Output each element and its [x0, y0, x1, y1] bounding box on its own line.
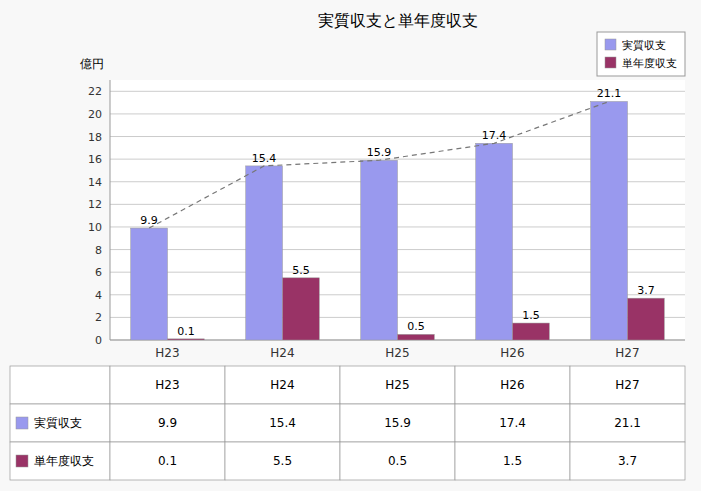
- chart: 0 2 4 6 8 10 12 14 16 18 20 22 H23 H24 H25 H26 H27 9.9 15.…: [0, 0, 701, 491]
- table-cell: [10, 442, 110, 480]
- table-cell: [455, 404, 570, 442]
- x-tick-label: H24: [270, 346, 294, 360]
- y-tick-label: 18: [88, 131, 102, 144]
- table-cell: [225, 366, 340, 404]
- table-value: 1.5: [503, 454, 522, 468]
- table-header: H25: [385, 378, 409, 392]
- table-cell: [110, 366, 225, 404]
- table-header: H23: [155, 378, 179, 392]
- data-label: 17.4: [482, 129, 507, 142]
- bar: [131, 228, 168, 340]
- y-axis-line: [110, 80, 111, 340]
- x-tick-label: H27: [615, 346, 639, 360]
- y-tick-label: 0: [95, 334, 102, 347]
- table-value: 21.1: [614, 416, 641, 430]
- table-cell: [225, 442, 340, 480]
- background: [0, 0, 701, 491]
- legend-swatch: [605, 39, 616, 50]
- table-value: 15.4: [269, 416, 296, 430]
- y-tick-label: 16: [88, 153, 102, 166]
- legend-entry: 実質収支: [622, 39, 666, 52]
- data-label: 0.1: [177, 325, 195, 338]
- legend: 実質収支単年度収支: [597, 32, 685, 76]
- table-cell: [340, 366, 455, 404]
- table-swatch: [16, 417, 28, 429]
- y-tick-label: 14: [88, 176, 102, 189]
- table-header: H26: [500, 378, 524, 392]
- table-value: 0.1: [158, 454, 177, 468]
- table-value: 9.9: [158, 416, 177, 430]
- table-header: H24: [270, 378, 294, 392]
- table-value: 0.5: [388, 454, 407, 468]
- bar: [591, 101, 628, 340]
- table-cell: [225, 404, 340, 442]
- table-value: 5.5: [273, 454, 292, 468]
- data-label: 3.7: [637, 284, 655, 297]
- x-tick-label: H23: [155, 346, 179, 360]
- table-cell: [455, 442, 570, 480]
- table-cell: [455, 366, 570, 404]
- table-cell: [110, 442, 225, 480]
- y-tick-label: 4: [95, 289, 102, 302]
- title: 実質収支と単年度収支: [318, 11, 478, 30]
- table-cell: [10, 366, 110, 404]
- bar: [168, 339, 205, 340]
- table-cell: [340, 442, 455, 480]
- plot-background: [110, 80, 685, 340]
- marks: [131, 101, 665, 340]
- y-axis-label: 億円: [80, 57, 104, 71]
- table-cell: [570, 404, 685, 442]
- table-row-label: 単年度収支: [34, 454, 94, 468]
- data-label: 0.5: [407, 320, 425, 333]
- legend-entry: 単年度収支: [622, 57, 677, 70]
- table-value: 3.7: [618, 454, 637, 468]
- y-axis: 0 2 4 6 8 10 12 14 16 18 20 22: [88, 85, 685, 347]
- data-label: 15.4: [252, 152, 277, 165]
- bar: [246, 166, 283, 340]
- y-tick-label: 8: [95, 244, 102, 257]
- table-cell: [340, 404, 455, 442]
- table-cell: [110, 404, 225, 442]
- bar: [283, 278, 320, 340]
- table-row-label: 実質収支: [34, 416, 82, 430]
- bar: [628, 298, 665, 340]
- y-tick-label: 22: [88, 85, 102, 98]
- bar: [398, 334, 435, 340]
- data-label: 15.9: [367, 146, 392, 159]
- bar: [361, 160, 398, 340]
- table-cell: [570, 366, 685, 404]
- data-label: 5.5: [292, 264, 310, 277]
- legend-box: [597, 32, 685, 76]
- data-label: 9.9: [140, 214, 158, 227]
- bar: [513, 323, 550, 340]
- table-value: 15.9: [384, 416, 411, 430]
- x-tick-label: H26: [500, 346, 524, 360]
- data-label: 21.1: [597, 87, 622, 100]
- x-tick-label: H25: [385, 346, 409, 360]
- table-value: 17.4: [499, 416, 526, 430]
- data-labels: 9.9 15.4 15.9 17.4 21.1 0.1 5.5 0.5 1.5 3.7: [140, 87, 654, 337]
- bar: [476, 143, 513, 340]
- y-tick-label: 10: [88, 221, 102, 234]
- table-cell: [570, 442, 685, 480]
- table-cell: [10, 404, 110, 442]
- data-table: H23 H24 H25 H26 H27 実質収支 9.9 15.4 15.9 17.4 21.1 単年…: [10, 366, 685, 480]
- y-tick-label: 12: [88, 198, 102, 211]
- y-tick-label: 6: [95, 266, 102, 279]
- y-tick-label: 20: [88, 108, 102, 121]
- line: [149, 101, 609, 228]
- data-label: 1.5: [522, 309, 540, 322]
- table-swatch: [16, 455, 28, 467]
- y-tick-label: 2: [95, 311, 102, 324]
- legend-swatch: [605, 57, 616, 68]
- table-header: H27: [615, 378, 639, 392]
- page: {"chart_data": { "type": "bar", "title":…: [0, 0, 701, 491]
